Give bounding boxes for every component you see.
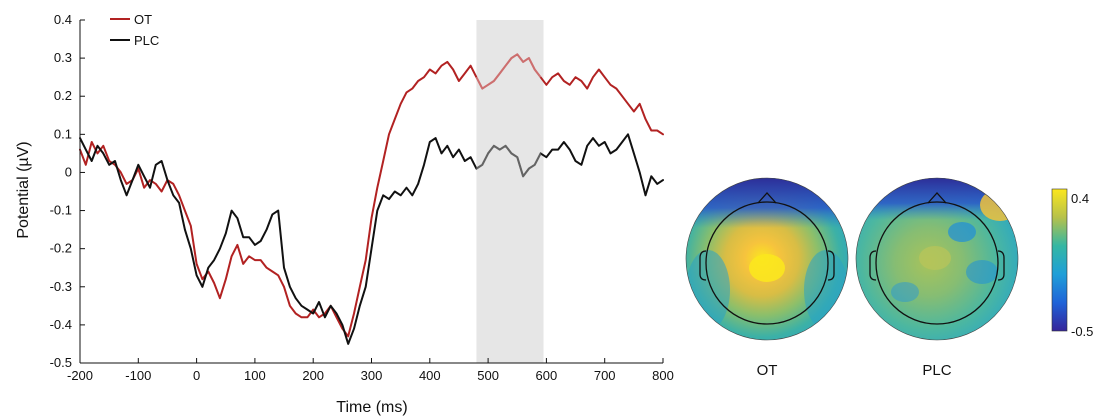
legend-label-plc: PLC (134, 33, 159, 48)
series-layer (79, 53, 664, 345)
x-tick-label: 200 (302, 368, 324, 383)
colorbar: 0.4 -0.5 (1051, 188, 1093, 339)
x-tick-label: 600 (536, 368, 558, 383)
head-outline-ot (705, 201, 829, 325)
y-tick-label: 0.2 (54, 88, 72, 103)
left-ear-ot (699, 250, 707, 281)
series-highlight-plc (475, 144, 542, 178)
highlight-window (476, 20, 544, 363)
head-outline-plc (875, 201, 999, 325)
series-highlight-ot (475, 53, 542, 90)
x-axis-title: Time (ms) (336, 399, 407, 416)
erp-line-chart: 0.4 0.3 0.2 0.1 0 -0.1 -0.2 -0.3 -0.4 -0.5 -200 -1… (15, 12, 674, 416)
y-tick-label: 0.3 (54, 50, 72, 65)
colorbar-max-label: 0.4 (1071, 191, 1089, 206)
x-tick-label: -100 (125, 368, 151, 383)
x-tick-label: 100 (244, 368, 266, 383)
topomap-ot-frontal-band (686, 178, 848, 330)
right-ear-ot (827, 250, 835, 281)
x-tick-label: 700 (594, 368, 616, 383)
right-ear-plc (997, 250, 1005, 281)
y-tick-label: -0.4 (50, 317, 72, 332)
x-tick-label: 0 (193, 368, 200, 383)
y-axis-title: Potential (µV) (15, 141, 32, 238)
y-tick-label: -0.5 (50, 355, 72, 370)
topomap-ot (685, 177, 849, 341)
y-ticks: 0.4 0.3 0.2 0.1 0 -0.1 -0.2 -0.3 -0.4 -0.5 (50, 12, 85, 370)
x-tick-label: 800 (652, 368, 674, 383)
y-tick-label: -0.3 (50, 279, 72, 294)
nose-ot (757, 192, 777, 204)
colorbar-min-label: -0.5 (1071, 324, 1093, 339)
x-ticks: -200 -100 0 100 200 300 400 500 600 700 800 (67, 358, 674, 383)
series-line-plc (79, 133, 664, 345)
nose-plc (927, 192, 947, 204)
series-line-ot (79, 53, 664, 338)
x-tick-label: 500 (477, 368, 499, 383)
y-tick-label: -0.2 (50, 241, 72, 256)
y-tick-label: 0.4 (54, 12, 72, 27)
topomap-ot-label: OT (757, 362, 778, 379)
y-tick-label: -0.1 (50, 203, 72, 218)
x-tick-label: -200 (67, 368, 93, 383)
topomap-plc-label: PLC (922, 362, 951, 379)
y-tick-label: 0.1 (54, 126, 72, 141)
colorbar-gradient (1051, 188, 1068, 332)
legend-label-ot: OT (134, 12, 152, 27)
x-tick-label: 300 (361, 368, 383, 383)
x-tick-label: 400 (419, 368, 441, 383)
legend: OT PLC (110, 12, 159, 48)
topomap-plc (855, 177, 1019, 341)
left-ear-plc (869, 250, 877, 281)
y-tick-label: 0 (65, 164, 72, 179)
